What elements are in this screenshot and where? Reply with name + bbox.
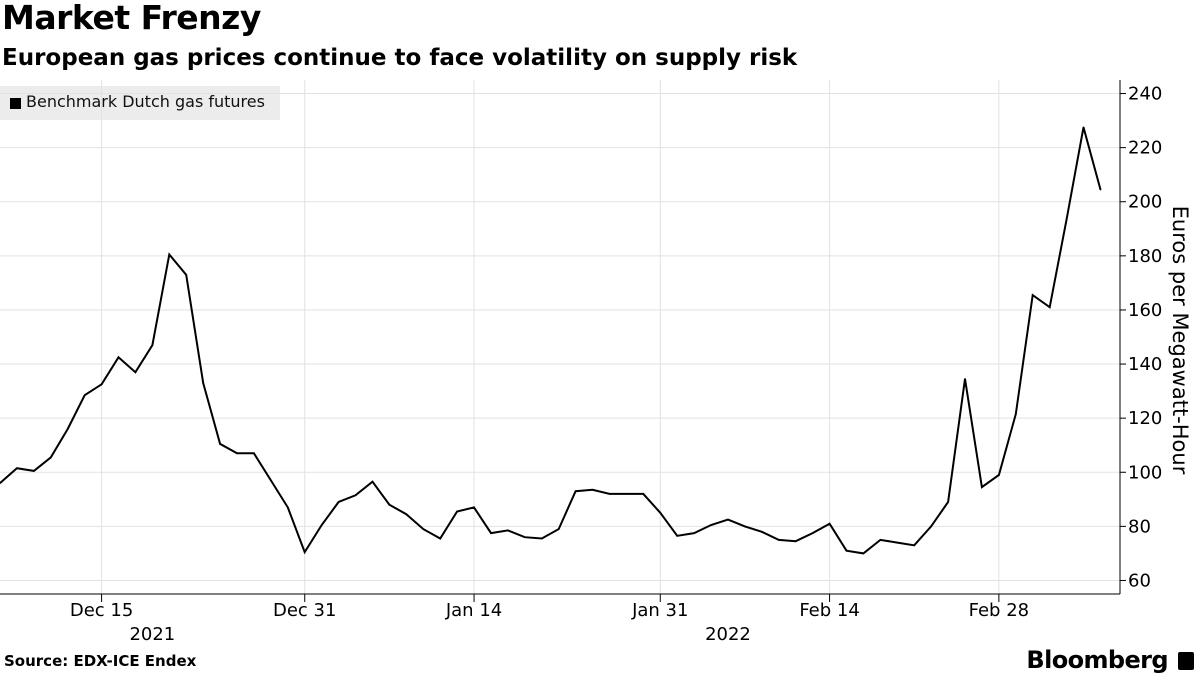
data-point bbox=[83, 394, 86, 396]
y-tick-label: 180 bbox=[1128, 246, 1162, 267]
data-point bbox=[625, 493, 628, 495]
data-point bbox=[287, 506, 289, 509]
data-point bbox=[642, 493, 645, 495]
data-point bbox=[845, 549, 848, 552]
data-point bbox=[371, 480, 374, 483]
data-point bbox=[693, 532, 695, 534]
data-point bbox=[727, 518, 729, 521]
data-point bbox=[151, 344, 154, 346]
data-point bbox=[794, 540, 797, 543]
y-tick-label: 100 bbox=[1128, 462, 1162, 483]
x-tick-label: Feb 14 bbox=[799, 600, 860, 621]
data-point bbox=[117, 356, 120, 359]
data-point bbox=[337, 501, 340, 503]
y-tick-label: 220 bbox=[1128, 138, 1162, 159]
data-point bbox=[422, 528, 425, 530]
y-tick-label: 140 bbox=[1128, 354, 1162, 375]
data-point bbox=[202, 382, 204, 384]
data-point bbox=[744, 525, 746, 528]
data-point bbox=[777, 539, 780, 541]
data-point bbox=[930, 525, 932, 528]
data-point bbox=[439, 537, 441, 540]
x-year-label: 2021 bbox=[129, 624, 175, 645]
data-point bbox=[1099, 188, 1102, 191]
data-point bbox=[388, 503, 391, 506]
bloomberg-logo: Bloomberg bbox=[1026, 646, 1168, 674]
x-year-label: 2022 bbox=[705, 624, 751, 645]
data-point bbox=[100, 383, 103, 386]
x-tick-label: Jan 14 bbox=[445, 600, 502, 621]
data-point bbox=[981, 486, 983, 488]
data-point bbox=[354, 494, 357, 497]
legend: Benchmark Dutch gas futures bbox=[0, 86, 280, 120]
data-point bbox=[1082, 126, 1085, 129]
x-tick-label: Dec 31 bbox=[273, 600, 336, 621]
data-point bbox=[591, 489, 594, 491]
data-point bbox=[862, 552, 865, 555]
data-point bbox=[1065, 218, 1068, 221]
data-point bbox=[811, 532, 814, 534]
data-point bbox=[557, 528, 560, 530]
data-point bbox=[1048, 306, 1051, 309]
data-point bbox=[524, 536, 526, 538]
data-point bbox=[236, 452, 238, 455]
data-point bbox=[16, 467, 18, 470]
chart-title: Market Frenzy bbox=[2, 0, 261, 37]
data-point bbox=[659, 512, 662, 514]
data-point bbox=[270, 479, 272, 482]
data-point bbox=[913, 544, 916, 547]
data-point bbox=[879, 539, 882, 541]
series-line bbox=[0, 127, 1102, 555]
data-point bbox=[303, 551, 306, 553]
data-point bbox=[1015, 413, 1017, 415]
data-point bbox=[998, 474, 1000, 476]
data-point bbox=[185, 273, 188, 276]
x-tick-label: Feb 28 bbox=[969, 600, 1030, 621]
data-point bbox=[507, 529, 509, 532]
data-point bbox=[253, 452, 255, 455]
data-point bbox=[676, 535, 678, 537]
y-tick-label: 160 bbox=[1128, 300, 1162, 321]
bloomberg-logo-icon bbox=[1178, 652, 1194, 670]
x-tick-label: Jan 31 bbox=[631, 600, 688, 621]
data-point bbox=[896, 541, 899, 544]
data-point bbox=[33, 470, 35, 472]
y-axis-label: Euros per Megawatt-Hour bbox=[1168, 205, 1192, 475]
y-tick-label: 60 bbox=[1128, 570, 1151, 591]
y-tick-label: 200 bbox=[1128, 192, 1162, 213]
data-point bbox=[710, 524, 712, 526]
y-tick-label: 240 bbox=[1128, 84, 1162, 105]
data-point bbox=[320, 524, 323, 526]
y-tick-label: 80 bbox=[1128, 516, 1151, 537]
data-point bbox=[574, 490, 577, 493]
legend-swatch-icon bbox=[10, 98, 21, 109]
data-point bbox=[473, 506, 475, 509]
legend-label: Benchmark Dutch gas futures bbox=[26, 92, 265, 111]
data-point bbox=[608, 493, 611, 495]
data-point bbox=[0, 482, 1, 484]
data-point bbox=[540, 537, 543, 540]
data-point bbox=[49, 456, 52, 459]
source-note: Source: EDX-ICE Endex bbox=[4, 652, 197, 670]
y-tick-label: 120 bbox=[1128, 408, 1162, 429]
data-point bbox=[964, 378, 966, 380]
data-point bbox=[66, 428, 69, 430]
chart-subtitle: European gas prices continue to face vol… bbox=[2, 45, 798, 71]
data-point bbox=[761, 530, 763, 533]
data-point bbox=[1031, 294, 1034, 296]
data-point bbox=[456, 510, 458, 513]
data-point bbox=[947, 501, 949, 503]
data-point bbox=[134, 371, 137, 373]
data-point bbox=[405, 513, 408, 515]
data-point bbox=[828, 522, 831, 525]
x-tick-label: Dec 15 bbox=[70, 600, 133, 621]
data-point bbox=[219, 443, 221, 445]
data-point bbox=[168, 253, 171, 256]
data-point bbox=[490, 532, 492, 534]
